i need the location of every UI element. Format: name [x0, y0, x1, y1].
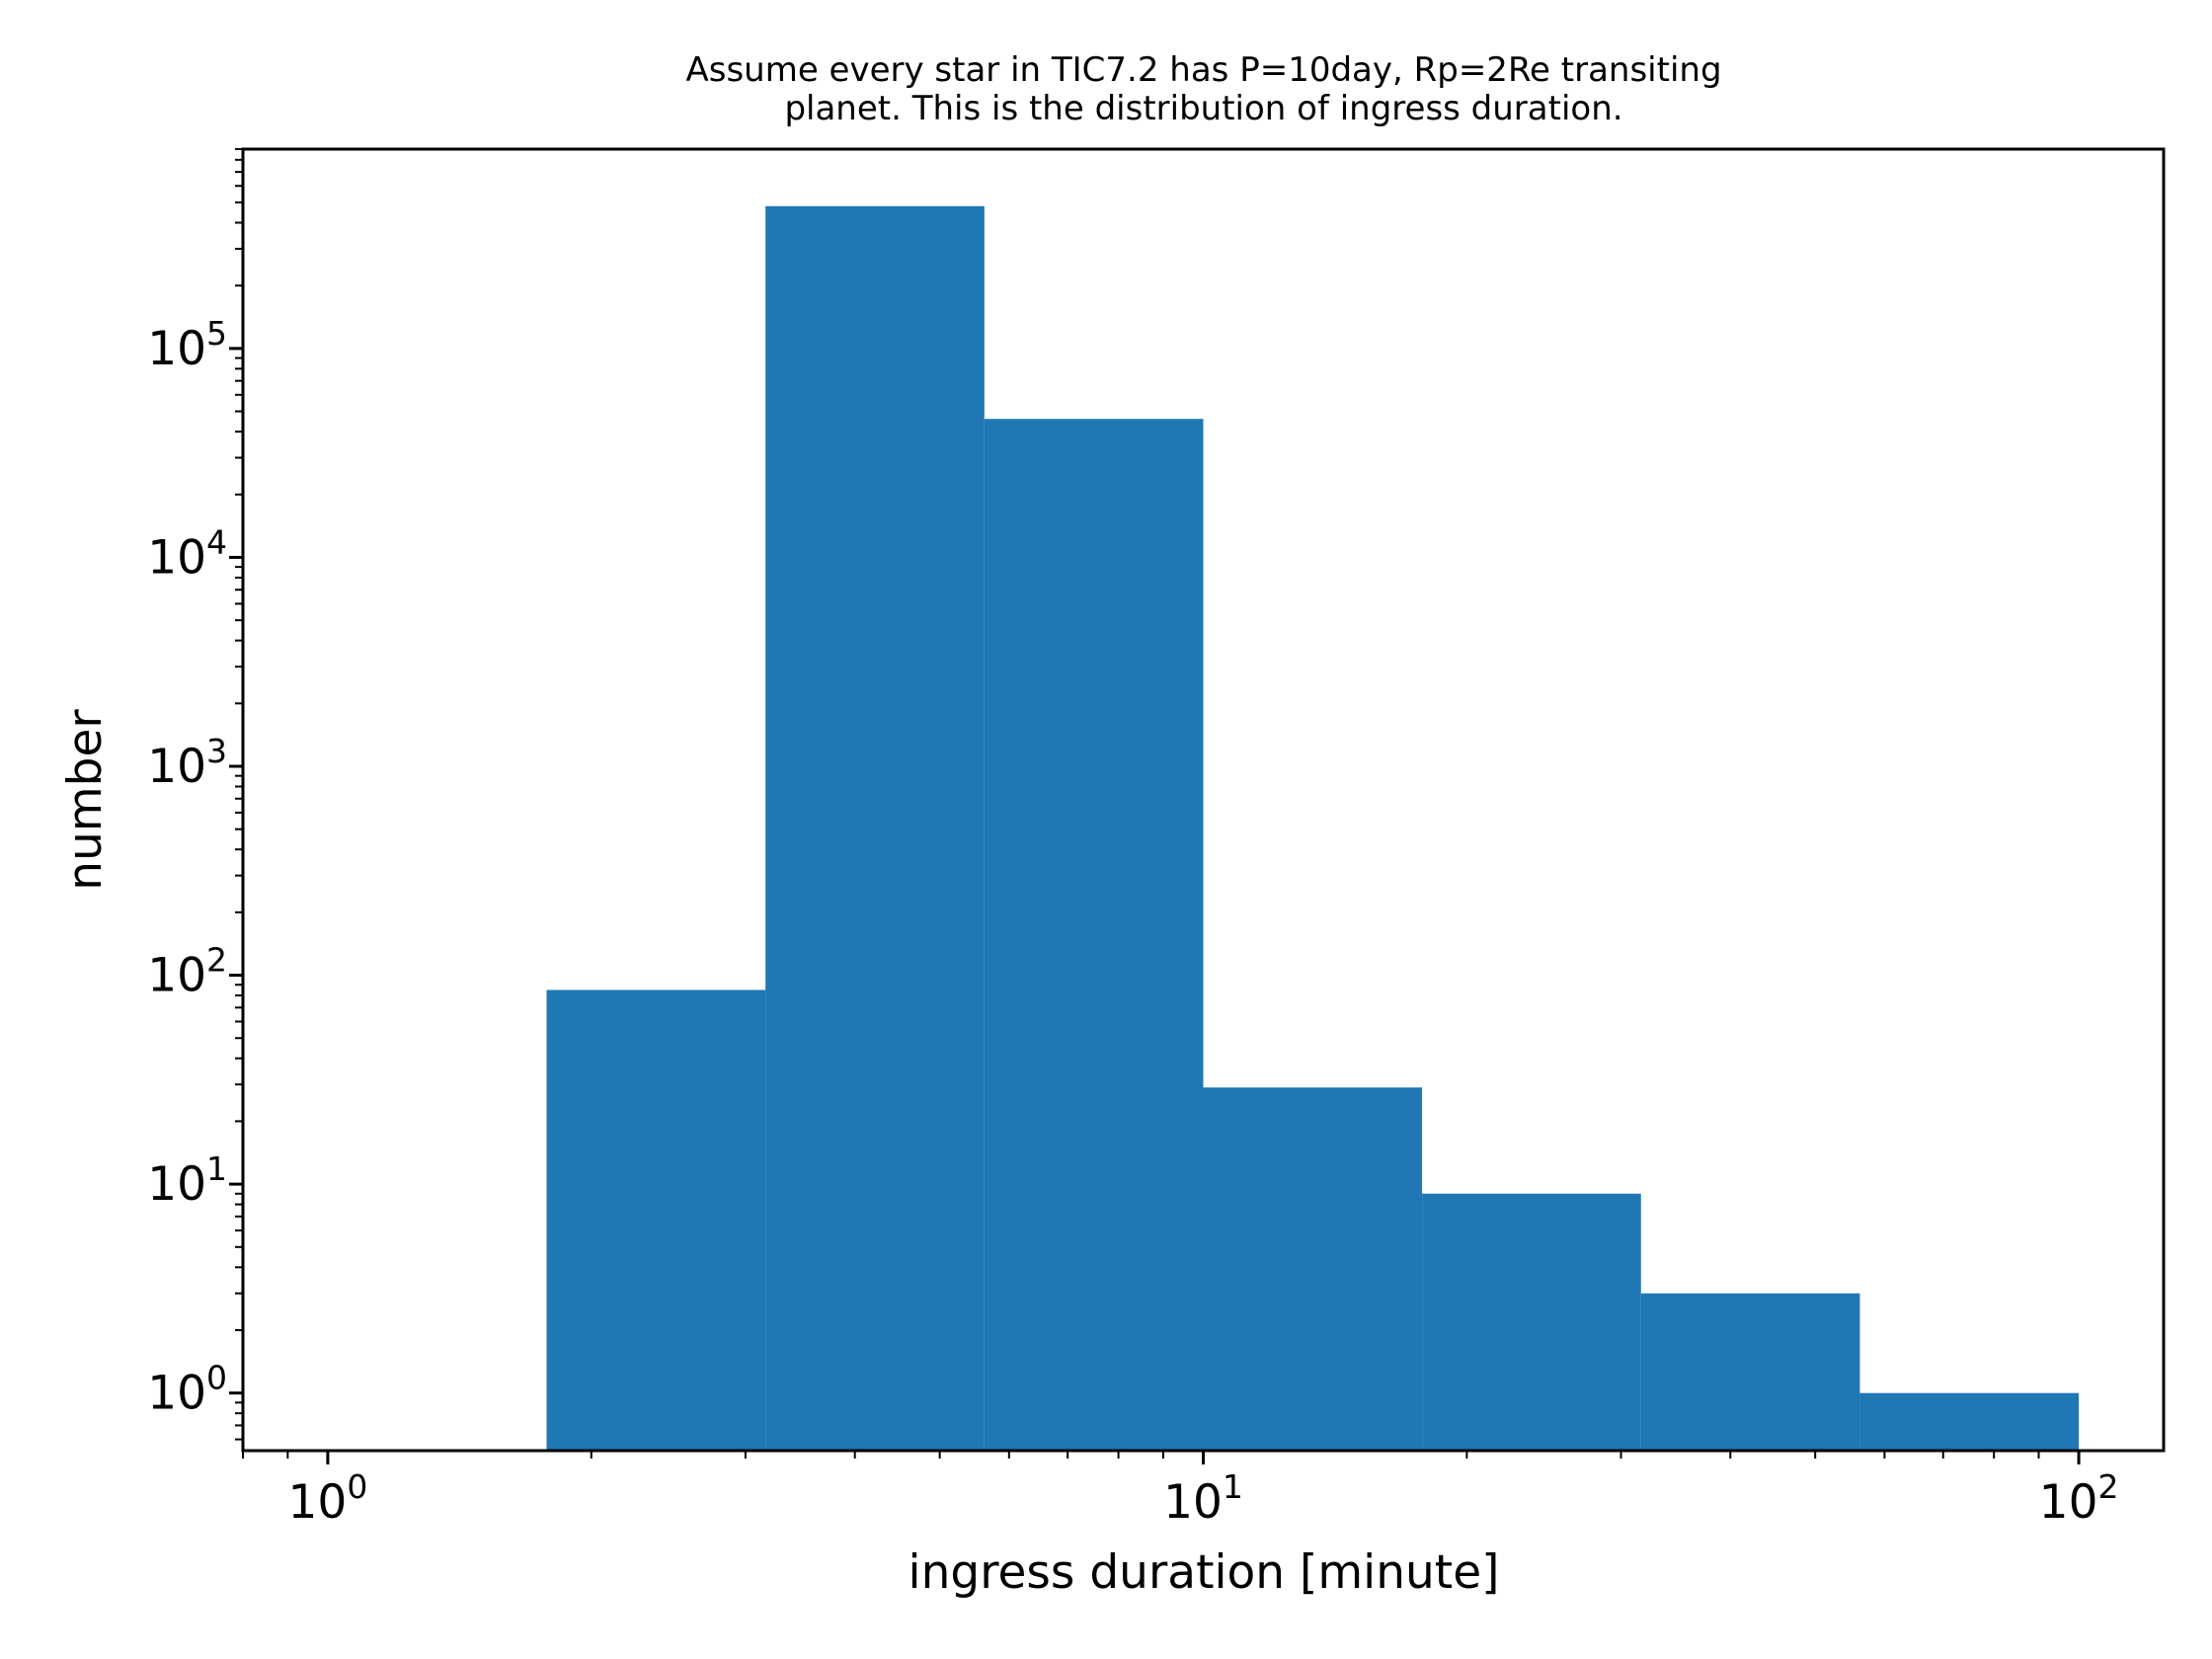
y-tick-label: 104: [147, 522, 227, 585]
y-tick-label: 102: [147, 941, 227, 1003]
histogram-bar-6: [1640, 1293, 1860, 1451]
y-tick-label: 100: [147, 1359, 227, 1421]
y-axis-label: number: [58, 709, 113, 891]
x-tick-label: 100: [288, 1467, 368, 1530]
histogram-bars: [546, 205, 2080, 1452]
y-tick-label: 101: [147, 1149, 227, 1212]
chart-title-line-2: planet. This is the distribution of ingr…: [784, 89, 1622, 128]
x-tick-label: 101: [1163, 1467, 1243, 1530]
histogram-bar-5: [1422, 1193, 1641, 1451]
y-tick-label: 105: [147, 314, 227, 376]
plot-area-frame: [241, 147, 2166, 1453]
y-tick-labels: 100 101 102 103 104 105: [147, 314, 227, 1421]
major-ticks: [229, 347, 2081, 1464]
histogram-bar-3: [984, 419, 1204, 1451]
histogram-bar-7: [1859, 1392, 2080, 1451]
histogram-bar-2: [765, 205, 985, 1452]
x-tick-labels: 100 101 102: [288, 1467, 2119, 1530]
x-axis-label: ingress duration [minute]: [908, 1545, 1500, 1600]
histogram-bar-1: [546, 989, 766, 1451]
y-tick-label: 103: [147, 732, 227, 794]
x-tick-label: 102: [2039, 1467, 2119, 1530]
histogram-bar-4: [1203, 1087, 1423, 1451]
chart-title-line-1: Assume every star in TIC7.2 has P=10day,…: [685, 50, 1721, 90]
